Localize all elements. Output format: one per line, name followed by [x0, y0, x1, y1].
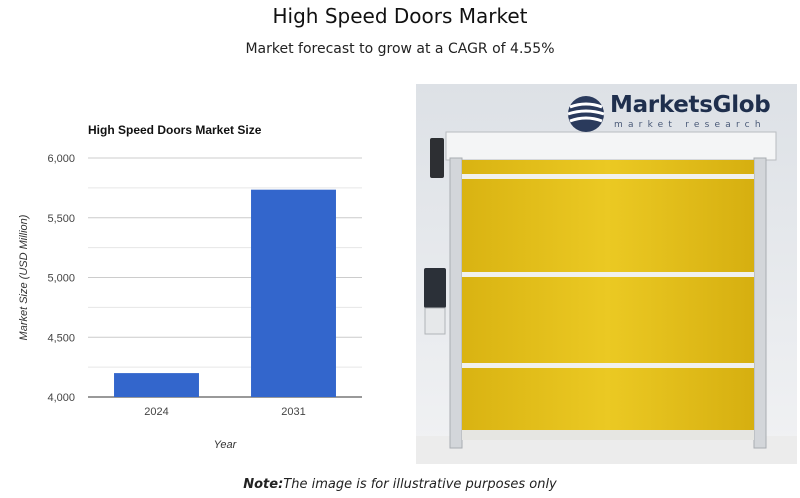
door-strip-1: [462, 174, 754, 179]
bar-chart: High Speed Doors Market Size 4,000 4,500 5,…: [0, 110, 380, 460]
bar: [251, 189, 336, 397]
control-box-base: [424, 307, 446, 335]
chart-title: High Speed Doors Market Size: [88, 123, 262, 137]
y-tick-label: 5,000: [47, 273, 75, 285]
page-title: High Speed Doors Market: [272, 4, 528, 28]
x-axis-label: Year: [214, 439, 238, 451]
door-bottom-bar: [462, 430, 754, 440]
y-tick-label: 6,000: [47, 153, 75, 165]
footnote: Note:The image is for illustrative purpo…: [0, 477, 800, 492]
footnote-label: Note:: [243, 477, 284, 492]
door-frame-right: [753, 157, 767, 449]
page-subtitle: Market forecast to grow at a CAGR of 4.5…: [245, 41, 555, 57]
marketsglob-logo: MarketsGlob market research: [566, 92, 786, 136]
control-box: [424, 268, 446, 308]
floor: [416, 436, 797, 464]
door-sensor: [430, 138, 444, 178]
chart-svg: High Speed Doors Market Size 4,000 4,500 5,…: [18, 123, 362, 451]
door-frame-left: [449, 157, 463, 449]
y-axis-label: Market Size (USD Million): [18, 214, 30, 340]
footnote-text: The image is for illustrative purposes o…: [283, 477, 557, 492]
x-tick-label: 2031: [281, 406, 305, 418]
door-curtain: [462, 160, 754, 440]
door-photo: [416, 84, 797, 464]
logo-name: MarketsGlob: [610, 92, 771, 118]
globe-logo-icon: [567, 96, 605, 132]
y-tick-label: 4,500: [47, 332, 75, 344]
bar: [114, 373, 199, 397]
door-strip-3: [462, 363, 754, 368]
door-header-box: [445, 131, 777, 161]
logo-tagline: market research: [614, 120, 766, 130]
door-strip-2: [462, 272, 754, 277]
x-tick-label: 2024: [144, 406, 168, 418]
y-tick-label: 5,500: [47, 213, 75, 225]
y-tick-label: 4,000: [47, 392, 75, 404]
